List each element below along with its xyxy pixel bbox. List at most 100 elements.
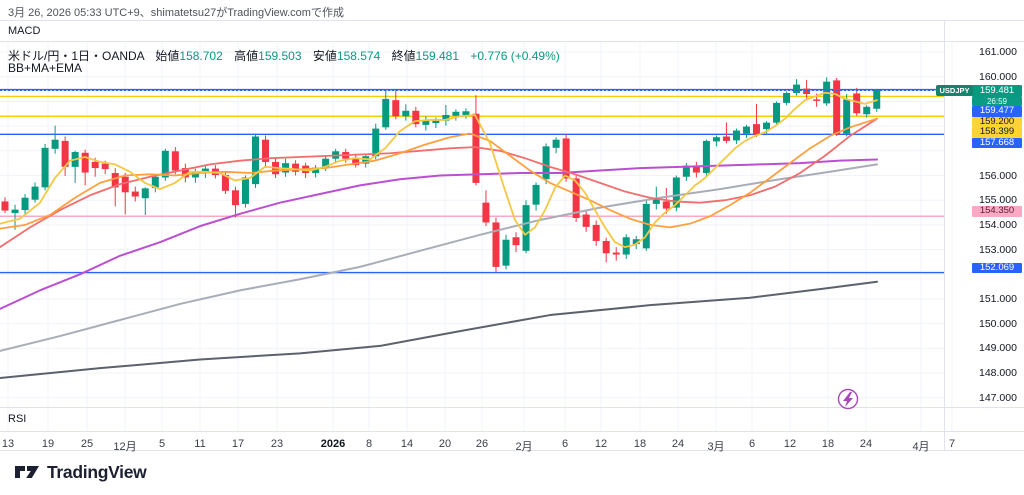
candle-body <box>542 146 550 180</box>
y-axis-tick: 155.000 <box>979 194 1017 207</box>
candle-body <box>582 214 590 227</box>
y-axis-tick: 150.000 <box>979 317 1017 330</box>
ma-red <box>0 117 878 249</box>
line-price-badge: 158.399 <box>972 126 1022 138</box>
open-label: 始値 <box>155 49 180 63</box>
x-axis-tick: 12月 <box>113 441 137 453</box>
candle-body <box>632 239 640 245</box>
high-label: 高値 <box>234 49 259 63</box>
candle-body <box>773 102 781 123</box>
candle-body <box>712 137 720 142</box>
candle-body <box>622 237 630 255</box>
y-axis-tick: 160.000 <box>979 70 1017 83</box>
last-price-badge: 159.481 <box>972 84 1022 97</box>
tradingview-logo-icon <box>15 466 39 478</box>
candle-body <box>472 113 480 183</box>
close-label: 終値 <box>391 49 416 63</box>
ma-yellow <box>0 91 878 249</box>
candle-body <box>81 152 89 173</box>
candle-body <box>742 126 750 134</box>
candle-body <box>803 88 811 94</box>
ma-purple <box>0 158 878 310</box>
candle-body <box>753 124 760 135</box>
candle-body <box>121 176 129 193</box>
x-axis-tick: 19 <box>41 438 55 450</box>
x-axis-tick: 25 <box>80 438 94 450</box>
candle-body <box>111 173 119 188</box>
y-axis-tick: 147.000 <box>979 391 1017 404</box>
candle-body <box>151 176 159 188</box>
change-value: +0.776 (+0.49%) <box>470 49 560 63</box>
candle-body <box>612 252 620 255</box>
symbol-price-tag: USDJPY <box>936 85 973 96</box>
candle-body <box>813 99 821 101</box>
candle-body <box>552 139 560 148</box>
candle-body <box>31 186 39 200</box>
low-label: 安値 <box>312 49 337 63</box>
candle-body <box>231 190 239 206</box>
candle-body <box>252 136 259 185</box>
candle-body <box>592 224 600 241</box>
x-axis-tick: 6 <box>748 438 756 450</box>
countdown-badge: 26:59 <box>972 96 1022 106</box>
y-axis-tick: 161.000 <box>979 46 1017 58</box>
creation-note: 3月 26, 2026 05:33 UTC+9、shimatetsu27がTra… <box>8 7 344 19</box>
x-axis-tick: 23 <box>270 438 284 450</box>
ma-long-dark <box>0 280 878 380</box>
candle-body <box>422 119 430 125</box>
candle-body <box>662 201 670 209</box>
close-value: 159.481 <box>415 49 460 63</box>
x-axis-tick: 18 <box>633 438 647 450</box>
candle-body <box>512 237 520 246</box>
candle-body <box>863 106 871 115</box>
x-axis-tick: 4月 <box>912 441 930 453</box>
candle-body <box>672 177 680 208</box>
candle-body <box>322 158 330 168</box>
x-axis-tick: 5 <box>158 438 166 450</box>
candle-body <box>763 122 771 130</box>
x-axis-tick: 20 <box>438 438 452 450</box>
candle-body <box>402 110 410 117</box>
candle-body <box>732 130 740 141</box>
candle-body <box>101 163 109 170</box>
x-axis-tick: 12 <box>783 438 797 450</box>
line-price-badge: 159.477 <box>972 105 1022 117</box>
candle-body <box>783 93 791 103</box>
candle-body <box>843 99 851 134</box>
candle-body <box>502 239 510 266</box>
candle-body <box>482 202 490 223</box>
tradingview-logo[interactable]: TradingView <box>14 460 147 484</box>
indicators-legend[interactable]: BB+MA+EMA <box>8 61 83 75</box>
candle-body <box>722 136 730 141</box>
y-axis-tick: 156.000 <box>979 169 1017 182</box>
candle-body <box>873 89 881 109</box>
x-axis-tick: 18 <box>821 438 835 450</box>
rsi-pane-label: RSI <box>8 413 27 425</box>
candle-body <box>262 139 270 162</box>
symbol-legend[interactable]: 米ドル/円・1日・OANDA 始値158.702 高値159.503 安値158… <box>8 47 560 64</box>
candle-body <box>793 84 801 94</box>
line-price-badge: 157.668 <box>972 137 1022 148</box>
candle-body <box>682 165 690 177</box>
candle-body <box>442 114 450 121</box>
ma-long-gray <box>0 163 878 352</box>
y-axis-tick: 148.000 <box>979 367 1017 380</box>
x-axis-tick: 13 <box>1 438 15 450</box>
candle-body <box>161 150 169 178</box>
high-value: 159.503 <box>258 49 302 63</box>
candle-body <box>642 203 650 249</box>
x-axis-tick: 6 <box>561 438 569 450</box>
y-axis-tick: 153.000 <box>979 243 1017 256</box>
candle-body <box>312 167 320 174</box>
candle-body <box>181 168 189 178</box>
candle-body <box>171 151 179 171</box>
candle-body <box>572 178 580 218</box>
candle-body <box>462 111 470 115</box>
line-price-badge: 154.350 <box>972 205 1022 217</box>
x-axis-tick: 12 <box>594 438 608 450</box>
candle-body <box>21 197 29 211</box>
ma-orange <box>0 117 878 230</box>
x-axis-tick: 11 <box>194 438 206 450</box>
